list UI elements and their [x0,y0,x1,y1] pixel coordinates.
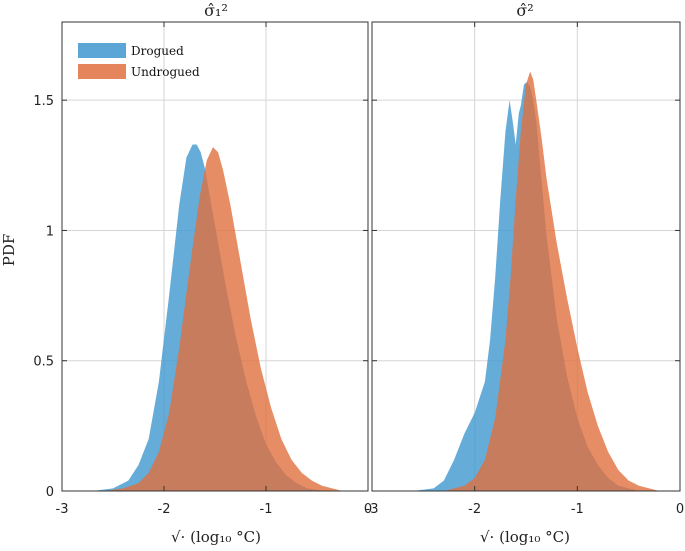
x-axis-label-left: √· (log₁₀ °C) [171,528,261,546]
x-tick-label: -1 [571,502,584,517]
y-tick-label: 0.5 [33,355,54,370]
x-tick-label: -1 [260,502,273,517]
x-tick-label: -2 [468,502,481,517]
x-tick-label: -3 [56,502,69,517]
series-area-undrogued [62,147,353,491]
legend-swatch-undrogued [78,64,126,79]
y-tick-label: 0 [46,485,54,500]
y-tick-label: 1.5 [33,94,54,109]
axes-frame [61,21,369,492]
series-area-undrogued [372,71,680,491]
panel-title: σ̂² [516,1,533,20]
x-tick-label: 0 [364,502,372,517]
panel-sigma-squared: -3 -2 -1 0 σ̂² [366,1,685,517]
x-tick-label: -2 [158,502,171,517]
x-tick-label: -3 [366,502,379,517]
axes-frame [371,21,681,492]
legend-label-drogued: Drogued [131,44,184,58]
panel-title: σ̂₁² [204,1,228,20]
legend: Drogued Undrogued [78,43,200,79]
x-tick-label: 0 [676,502,684,517]
y-axis-label: PDF [0,234,18,267]
legend-label-undrogued: Undrogued [131,65,200,79]
y-tick-label: 1 [46,224,54,239]
panel-sigma1-squared: -3 -2 -1 0 0 0.5 1 1.5 σ̂₁² [33,1,372,517]
x-axis-label-right: √· (log₁₀ °C) [480,528,570,546]
legend-swatch-drogued [78,43,126,58]
